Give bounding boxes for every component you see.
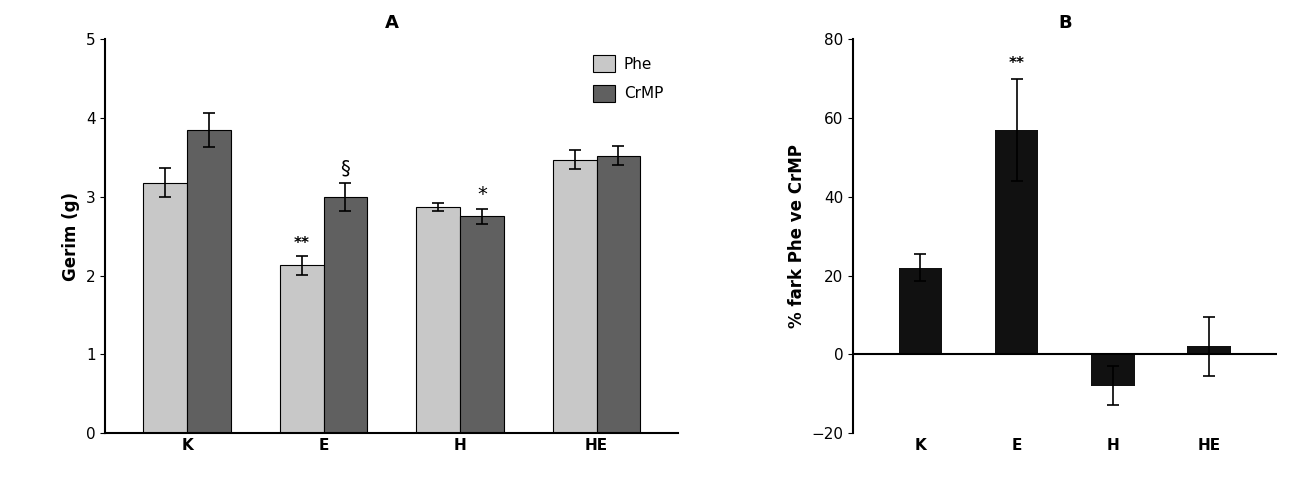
Text: **: ** bbox=[1008, 56, 1025, 71]
Bar bbox=[1187, 346, 1230, 354]
Bar bbox=[416, 207, 461, 433]
Bar bbox=[143, 183, 187, 433]
Y-axis label: Gerim (g): Gerim (g) bbox=[62, 192, 80, 280]
Title: B: B bbox=[1058, 14, 1071, 32]
Bar bbox=[995, 130, 1038, 354]
Text: *: * bbox=[476, 185, 487, 204]
Bar bbox=[324, 197, 367, 433]
Bar bbox=[553, 160, 596, 433]
Legend: Phe, CrMP: Phe, CrMP bbox=[586, 47, 671, 110]
Bar bbox=[1091, 354, 1134, 386]
Title: A: A bbox=[384, 14, 399, 32]
Bar bbox=[899, 268, 942, 354]
Bar bbox=[280, 265, 324, 433]
Bar bbox=[187, 130, 230, 433]
Y-axis label: % fark Phe ve CrMP: % fark Phe ve CrMP bbox=[787, 144, 805, 328]
Bar bbox=[596, 156, 640, 433]
Text: §: § bbox=[341, 159, 350, 178]
Text: **: ** bbox=[293, 236, 309, 251]
Bar bbox=[461, 216, 504, 433]
